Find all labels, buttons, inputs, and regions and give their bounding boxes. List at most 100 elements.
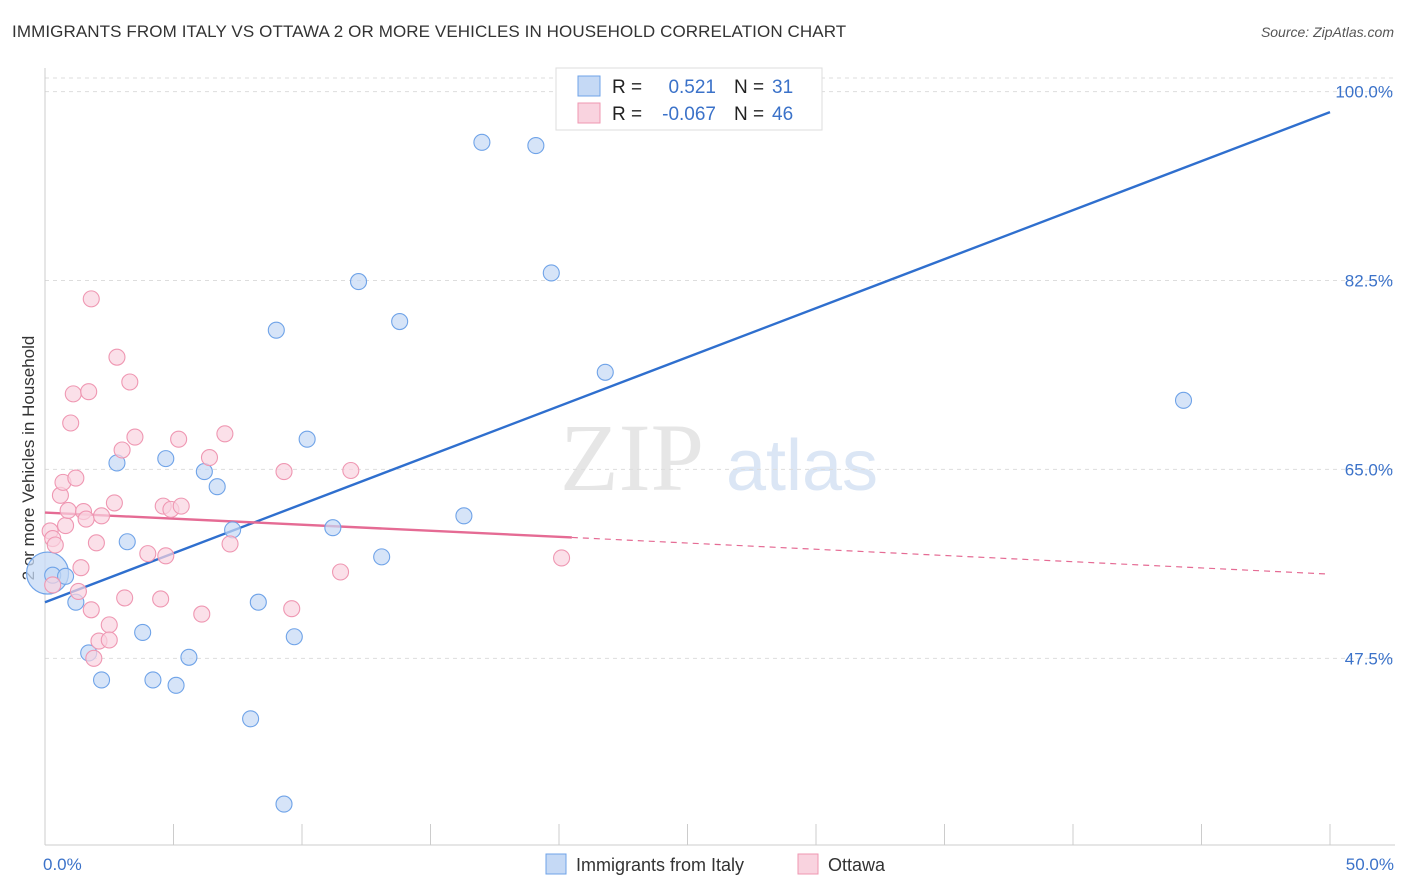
data-point-pink: [126, 428, 144, 446]
data-point-pink: [200, 449, 219, 467]
legend-r-label: R =: [612, 104, 642, 125]
data-point-pink: [59, 501, 77, 520]
data-point-blue: [455, 507, 473, 525]
trend-line-pink: [44, 511, 572, 539]
legend-swatch-blue: [577, 75, 601, 97]
legend-n-label: N =: [734, 77, 764, 98]
bottom-legend-label: Ottawa: [828, 855, 886, 875]
x-tick-label: 0.0%: [43, 855, 82, 874]
legend-swatch-pink: [577, 102, 601, 124]
y-tick-labels: 100.0% 82.5% 65.0% 47.5%: [1335, 83, 1393, 669]
data-point-pink: [82, 601, 100, 619]
data-point-pink: [44, 576, 62, 594]
data-point-blue: [242, 710, 260, 728]
legend-n-value: 46: [772, 104, 793, 125]
data-point-pink: [152, 590, 170, 608]
data-point-blue: [118, 533, 136, 551]
data-point-blue: [144, 671, 162, 689]
data-point-pink: [100, 631, 118, 649]
data-point-blue: [167, 676, 185, 694]
legend-n-value: 31: [772, 77, 793, 98]
bottom-legend-swatch-pink: [797, 853, 819, 875]
legend-box: R = 0.521 N = 31 R = -0.067 N = 46: [555, 67, 823, 131]
data-point-pink: [172, 497, 190, 515]
data-point-blue: [349, 273, 368, 291]
legend-r-label: R =: [612, 77, 642, 98]
data-point-pink: [283, 600, 301, 618]
data-point-pink: [80, 383, 98, 401]
x-tick-labels: 0.0% 50.0%: [43, 855, 1394, 874]
bottom-legend-label: Immigrants from Italy: [576, 855, 744, 875]
data-point-pink: [170, 430, 188, 448]
bottom-legend: Immigrants from Italy Ottawa: [545, 853, 886, 875]
trend-extension-pink: [571, 536, 1331, 575]
watermark: ZIP atlas: [560, 404, 878, 511]
data-point-pink: [62, 414, 80, 432]
data-point-blue: [224, 521, 242, 539]
trend-line-blue: [44, 110, 1331, 604]
y-tick-label: 47.5%: [1345, 649, 1393, 668]
trend-lines: [44, 110, 1331, 604]
data-point-blue: [324, 519, 342, 537]
data-point-pink: [139, 545, 157, 563]
data-point-blue: [1174, 391, 1193, 409]
data-point-pink: [157, 547, 175, 565]
data-point-blue: [527, 137, 545, 155]
data-point-blue: [275, 795, 293, 813]
data-points: [25, 133, 1193, 813]
x-tick-label: 50.0%: [1346, 855, 1394, 874]
data-point-pink: [113, 441, 131, 459]
data-point-blue: [157, 450, 175, 468]
data-point-blue: [298, 430, 316, 448]
data-point-blue: [391, 312, 409, 331]
data-point-pink: [46, 536, 64, 554]
data-point-pink: [57, 517, 75, 535]
legend-r-value: 0.521: [668, 77, 716, 98]
data-point-pink: [85, 649, 103, 667]
data-point-blue: [57, 567, 75, 585]
data-point-pink: [221, 535, 239, 553]
data-point-blue: [473, 133, 491, 151]
data-point-pink: [67, 469, 85, 487]
bottom-legend-swatch-blue: [545, 853, 567, 875]
data-point-pink: [108, 348, 126, 366]
legend-n-label: N =: [734, 104, 764, 125]
data-point-pink: [216, 425, 234, 443]
data-point-pink: [116, 589, 134, 607]
data-point-pink: [100, 616, 118, 634]
data-point-pink: [342, 461, 360, 480]
chart-source: Source: ZipAtlas.com: [1260, 24, 1394, 40]
watermark-atlas: atlas: [726, 426, 878, 506]
y-tick-label: 82.5%: [1345, 272, 1393, 291]
data-point-pink: [193, 605, 211, 623]
data-point-blue: [285, 628, 303, 646]
axes: [44, 68, 1395, 846]
data-point-blue: [542, 264, 560, 282]
y-axis-label: 2 or more Vehicles in Household: [19, 336, 38, 581]
y-tick-label: 100.0%: [1335, 83, 1393, 102]
data-point-blue: [180, 648, 198, 666]
data-point-pink: [77, 510, 95, 528]
data-point-pink: [64, 385, 82, 403]
data-point-pink: [105, 494, 123, 512]
y-tick-label: 65.0%: [1345, 460, 1393, 479]
data-point-blue: [134, 623, 152, 641]
data-point-pink: [87, 534, 105, 552]
data-point-pink: [121, 373, 139, 391]
data-point-pink: [82, 290, 100, 308]
legend-r-value: -0.067: [662, 104, 716, 125]
data-point-blue: [92, 671, 111, 689]
data-point-blue: [267, 321, 285, 339]
data-point-blue: [596, 363, 614, 381]
watermark-zip: ZIP: [560, 404, 704, 511]
data-point-blue: [249, 593, 267, 611]
data-point-blue: [208, 478, 226, 496]
data-point-pink: [553, 549, 571, 567]
data-point-pink: [275, 463, 293, 481]
chart-title: IMMIGRANTS FROM ITALY VS OTTAWA 2 OR MOR…: [12, 22, 847, 41]
data-point-pink: [69, 582, 87, 600]
data-point-blue: [373, 548, 391, 566]
data-point-pink: [92, 507, 111, 525]
data-point-pink: [72, 559, 90, 577]
